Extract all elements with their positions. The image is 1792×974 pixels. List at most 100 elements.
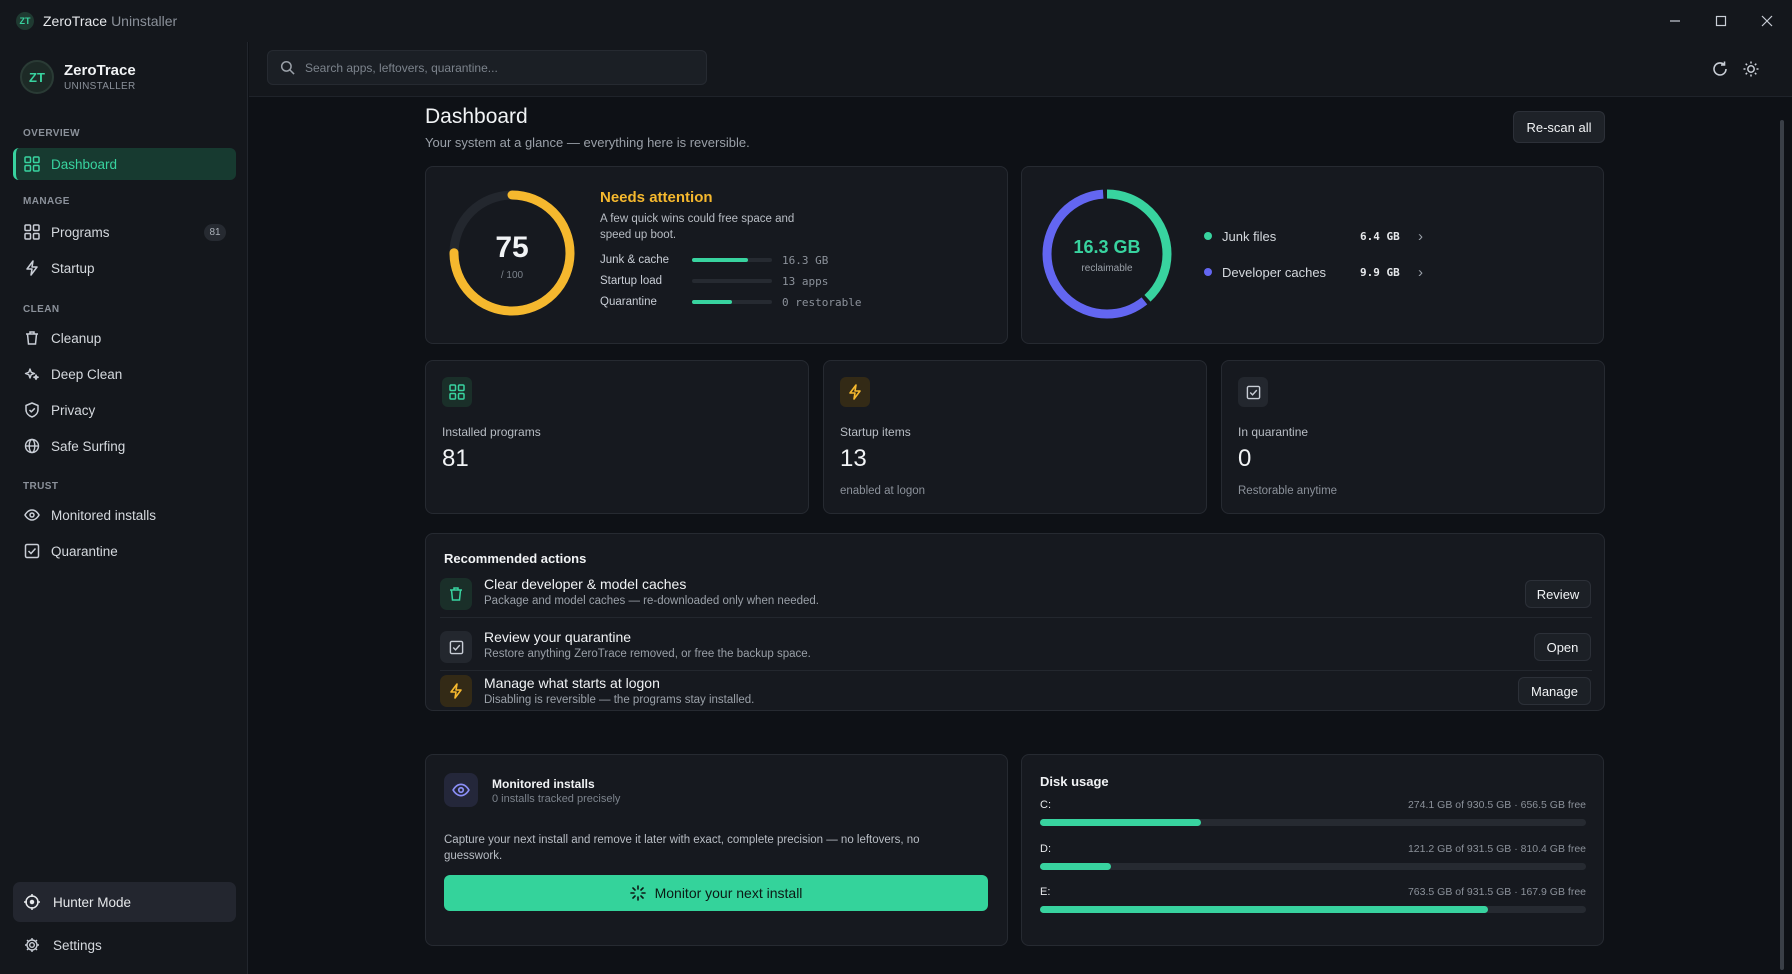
legend-name: Developer caches <box>1222 264 1327 280</box>
legend-dot <box>1204 268 1212 276</box>
theme-toggle-button[interactable] <box>1739 57 1763 81</box>
stat-label: In quarantine <box>1238 425 1309 439</box>
health-description: A few quick wins could free space and sp… <box>600 213 795 241</box>
stat-subtext: enabled at logon <box>840 485 926 497</box>
metric-label: Startup load <box>600 275 663 287</box>
sidebar-item-safe-surfing[interactable]: Safe Surfing <box>13 430 236 462</box>
sidebar-item-label: Deep Clean <box>51 366 123 382</box>
open-button[interactable]: Open <box>1534 633 1591 661</box>
sidebar-item-cleanup[interactable]: Cleanup <box>13 322 236 354</box>
stat-label: Installed programs <box>442 425 541 439</box>
page-title: Dashboard <box>425 105 528 128</box>
checkbox-icon <box>440 631 472 663</box>
donut-segment-junk <box>1042 189 1172 319</box>
reclaimable-value: 16.3 GB <box>1073 237 1141 257</box>
search-input[interactable] <box>305 60 685 75</box>
drive-usage-fill <box>1040 863 1111 870</box>
monitor-next-install-button[interactable]: Monitor your next install <box>444 875 988 911</box>
drive-usage-bar <box>1040 819 1586 826</box>
grid-icon <box>23 155 41 173</box>
metric-bar <box>692 279 772 283</box>
close-button[interactable] <box>1756 10 1778 32</box>
crosshair-icon <box>23 893 41 911</box>
drive-info: 763.5 GB of 931.5 GB · 167.9 GB free <box>1407 886 1586 898</box>
stat-label: Startup items <box>840 425 911 439</box>
stat-value: 0 <box>1238 445 1252 472</box>
hunter-mode-button[interactable]: Hunter Mode <box>13 882 236 922</box>
stat-value: 13 <box>840 445 867 472</box>
grid-icon <box>23 223 41 241</box>
lightning-icon <box>440 675 472 707</box>
window-app-sub: Uninstaller <box>111 13 178 29</box>
drive-usage-fill <box>1040 819 1202 826</box>
page-subtitle: Your system at a glance — everything her… <box>425 135 750 150</box>
donut-segment-developer <box>1042 189 1172 319</box>
globe-icon <box>23 437 41 455</box>
monitored-installs-card: Monitored installs 0 installs tracked pr… <box>425 754 1008 946</box>
stat-card-quarantine[interactable]: In quarantine 0 Restorable anytime <box>1221 360 1605 514</box>
minimize-button[interactable] <box>1664 10 1686 32</box>
action-title: Review your quarantine <box>484 629 632 645</box>
top-bar <box>249 42 1792 97</box>
title-bar: ZT ZeroTrace Uninstaller <box>0 0 1792 42</box>
app-logo-icon: ZT <box>16 12 34 30</box>
sidebar: ZT ZeroTrace UNINSTALLER OVERVIEW Dashbo… <box>0 42 248 974</box>
shield-icon <box>23 401 41 419</box>
health-score-max: / 100 <box>500 270 524 281</box>
sidebar-item-deep-clean[interactable]: Deep Clean <box>13 358 236 390</box>
main-content: Dashboard Your system at a glance — ever… <box>249 97 1780 974</box>
section-clean: CLEAN <box>23 304 60 315</box>
sidebar-item-startup[interactable]: Startup <box>13 252 236 284</box>
action-title: Manage what starts at logon <box>484 675 660 691</box>
recommended-actions-card: Recommended actions Clear developer & mo… <box>425 533 1605 711</box>
metric-bar <box>692 300 772 304</box>
legend-value: 9.9 GB <box>1360 265 1400 279</box>
brand: ZT ZeroTrace UNINSTALLER <box>20 60 136 94</box>
metric-bar <box>692 258 772 262</box>
metric-quarantine: Quarantine 0 restorable <box>600 294 861 310</box>
health-score-card: 75 / 100 Needs attention A few quick win… <box>425 166 1008 344</box>
metric-bar-fill <box>692 258 748 262</box>
legend-developer-caches[interactable]: Developer caches 9.9 GB › <box>1204 263 1423 281</box>
manage-button[interactable]: Manage <box>1518 677 1591 705</box>
action-title: Clear developer & model caches <box>484 576 687 592</box>
trash-icon <box>23 329 41 347</box>
drive-info: 274.1 GB of 930.5 GB · 656.5 GB free <box>1407 799 1586 811</box>
sidebar-item-label: Quarantine <box>51 543 118 559</box>
lightning-icon <box>840 377 870 407</box>
drive-name: D: <box>1040 843 1051 855</box>
drive-usage-bar <box>1040 906 1586 913</box>
sidebar-item-dashboard[interactable]: Dashboard <box>13 148 236 180</box>
recommended-title: Recommended actions <box>444 551 587 566</box>
sidebar-item-quarantine[interactable]: Quarantine <box>13 535 236 567</box>
gear-icon <box>23 936 41 954</box>
main-scrollbar[interactable] <box>1780 120 1784 970</box>
rescan-all-button[interactable]: Re-scan all <box>1513 111 1605 143</box>
review-button[interactable]: Review <box>1525 580 1591 608</box>
window-app-name: ZeroTrace <box>43 13 108 29</box>
monitor-title: Monitored installs <box>492 777 595 791</box>
maximize-button[interactable] <box>1710 10 1732 32</box>
sidebar-item-label: Startup <box>51 260 95 276</box>
hunter-mode-label: Hunter Mode <box>53 894 132 910</box>
search-icon <box>280 60 295 75</box>
sidebar-item-label: Safe Surfing <box>51 438 126 454</box>
section-manage: MANAGE <box>23 196 70 207</box>
action-row-clear-caches: Clear developer & model caches Package a… <box>440 572 1592 618</box>
stat-card-programs[interactable]: Installed programs 81 <box>425 360 809 514</box>
sidebar-item-settings[interactable]: Settings <box>13 929 236 961</box>
legend-junk-files[interactable]: Junk files 6.4 GB › <box>1204 227 1423 245</box>
action-subtitle: Package and model caches — re-downloaded… <box>484 595 819 607</box>
refresh-button[interactable] <box>1708 57 1732 81</box>
settings-label: Settings <box>53 937 102 953</box>
sidebar-item-privacy[interactable]: Privacy <box>13 394 236 426</box>
drive-name: E: <box>1040 886 1051 898</box>
sidebar-item-programs[interactable]: Programs 81 <box>13 216 236 248</box>
drive-name: C: <box>1040 799 1051 811</box>
metric-bar-fill <box>692 300 732 304</box>
legend-dot <box>1204 232 1212 240</box>
sidebar-item-monitored-installs[interactable]: Monitored installs <box>13 499 236 531</box>
sidebar-item-label: Programs <box>51 224 110 240</box>
stat-card-startup[interactable]: Startup items 13 enabled at logon <box>823 360 1207 514</box>
refresh-icon <box>1713 61 1727 76</box>
